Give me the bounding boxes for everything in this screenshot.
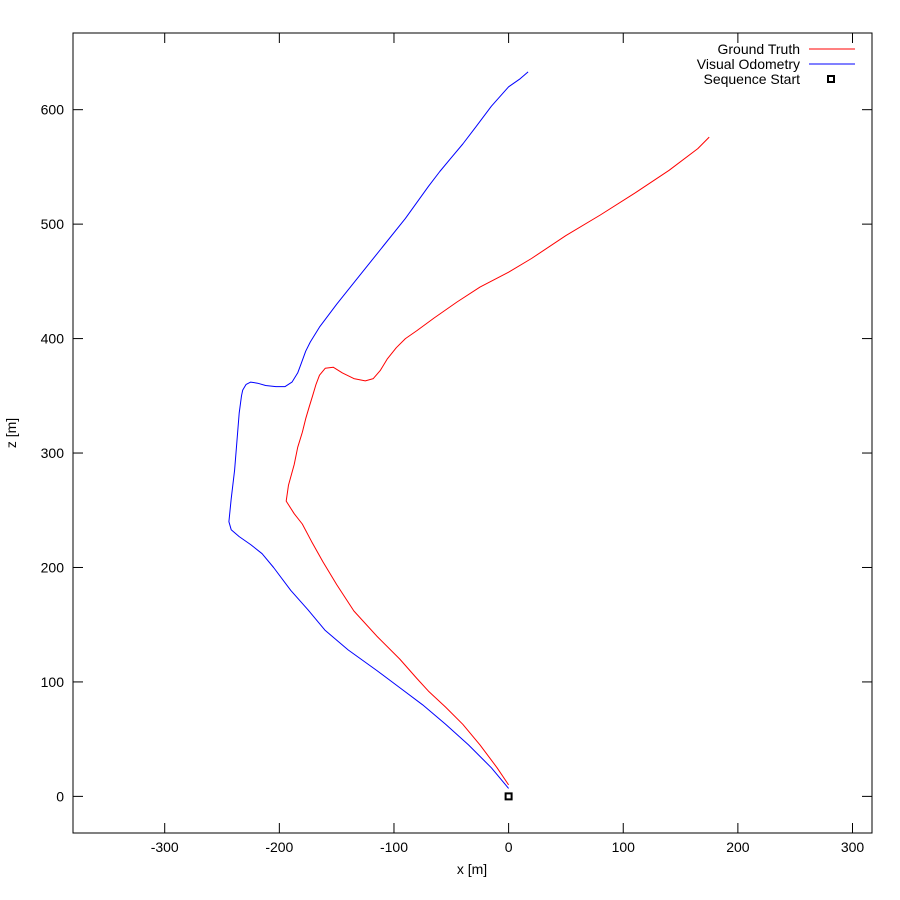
markers [504,792,513,801]
y-axis-label: z [m] [3,418,19,448]
y-tick-label: 300 [41,445,65,461]
legend-label-sequence-start: Sequence Start [703,71,800,87]
y-tick-label: 100 [41,674,65,690]
x-axis-label: x [m] [457,861,487,877]
y-tick-label: 400 [41,331,65,347]
x-tick-label: 300 [841,839,865,855]
x-tick-label: 0 [505,839,513,855]
legend-label-visual-odometry: Visual Odometry [697,56,800,72]
plot-frame [72,32,873,834]
x-tick-label: -100 [380,839,408,855]
legend-label-ground-truth: Ground Truth [718,41,801,57]
x-tick-label: -200 [265,839,293,855]
tick-marks [73,33,872,833]
series-lines [228,71,710,789]
x-tick-label: -300 [151,839,179,855]
marker-sequence-start [504,792,513,801]
tick-labels: -300 -200 -100 0 100 200 300 0 100 200 300 400 500 60… [41,102,865,855]
series-line-visual-odometry [228,71,529,789]
y-tick-label: 500 [41,216,65,232]
y-tick-label: 0 [56,788,64,804]
y-tick-label: 600 [41,102,65,118]
x-tick-label: 200 [726,839,750,855]
series-line-ground-truth [285,136,710,786]
x-tick-label: 100 [612,839,636,855]
y-tick-label: 200 [41,559,65,575]
legend-swatch-sequence-start [827,75,835,83]
